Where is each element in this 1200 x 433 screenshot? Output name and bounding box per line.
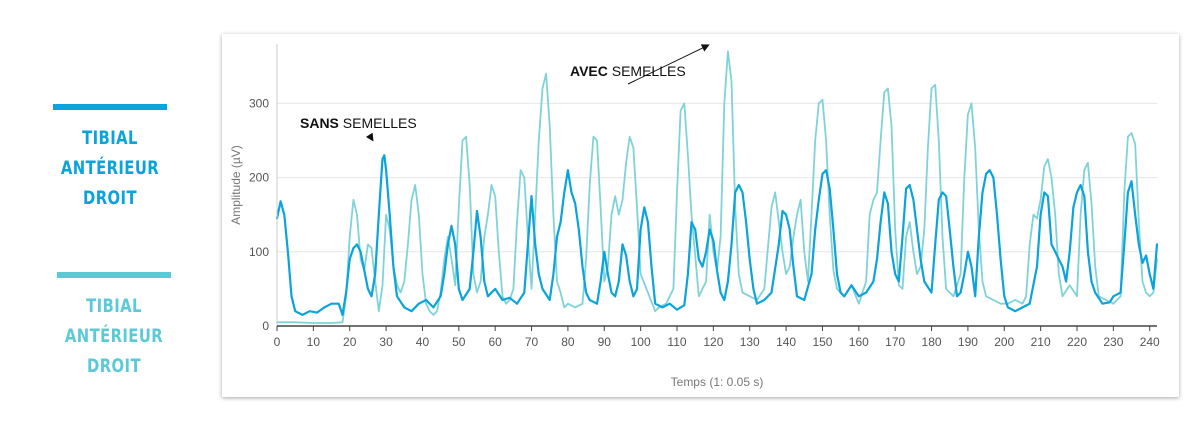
x-tick-label: 50 [452,335,466,349]
legend-swatch-series-2 [57,272,171,278]
x-tick-label: 70 [525,335,539,349]
x-tick-label: 80 [561,335,575,349]
x-tick-label: 240 [1140,335,1160,349]
x-tick-label: 30 [379,335,393,349]
x-axis-title: Temps (1: 0.05 s) [671,375,764,389]
x-tick-label: 120 [703,335,723,349]
annotation-label-2: AVEC SEMELLES [570,63,686,79]
x-tick-label: 20 [343,335,357,349]
series-layer [275,50,1159,324]
grid-layer [277,102,1157,253]
x-tick-label: 160 [849,335,869,349]
x-tick-label: 0 [274,335,281,349]
annotation-label-1: SANS SEMELLES [300,115,417,131]
x-tick-label: 230 [1103,335,1123,349]
x-tick-label: 130 [740,335,760,349]
x-tick-label: 210 [1031,335,1051,349]
y-tick-label: 100 [249,245,269,259]
y-tick-label: 300 [249,96,269,110]
legend-line-1: TIBIAL ANTÉRIEUR [64,295,164,347]
x-tick-label: 150 [812,335,832,349]
series-line-1 [275,154,1159,316]
annotation-arrow-2 [627,44,710,85]
legend-line-1: TIBIAL ANTÉRIEUR [60,127,160,179]
axis-layer: 0 100 200 300 0 10 20 30 40 50 60 70 80 90 100 110 120 13… [249,44,1160,349]
chart-panel: 0 100 200 300 0 10 20 30 40 50 60 70 80 90 100 110 120 13… [222,34,1179,397]
legend-label-series-2: TIBIAL ANTÉRIEUR DROIT [36,291,192,381]
x-tick-label: 190 [958,335,978,349]
legend-swatch-series-1 [53,104,167,110]
emg-line-chart: 0 100 200 300 0 10 20 30 40 50 60 70 80 90 100 110 120 13… [229,44,1160,389]
series-line-2 [276,50,1158,324]
annotation-bold: SANS [300,115,339,131]
legend-item-series-2: TIBIAL ANTÉRIEUR DROIT [14,272,214,381]
x-tick-label: 40 [416,335,430,349]
x-tick-label: 200 [994,335,1014,349]
legend-item-series-1: TIBIAL ANTÉRIEUR DROIT [10,104,210,213]
x-tick-label: 60 [489,335,503,349]
y-axis-title: Amplitude (µV) [229,145,243,225]
y-tick-label: 0 [262,319,269,333]
legend-line-2: DROIT [87,355,141,377]
x-tick-label: 100 [631,335,651,349]
legend-line-2: DROIT [83,187,137,209]
annotation-rest: SEMELLES [608,63,686,79]
annotation-rest: SEMELLES [339,115,417,131]
legend-label-series-1: TIBIAL ANTÉRIEUR DROIT [32,123,188,213]
annotation-bold: AVEC [570,63,608,79]
x-tick-label: 140 [776,335,796,349]
x-tick-label: 180 [922,335,942,349]
x-tick-label: 10 [307,335,321,349]
annotation-arrow-1 [365,132,374,142]
x-tick-label: 170 [885,335,905,349]
x-tick-label: 90 [598,335,612,349]
x-tick-label: 110 [667,335,686,349]
y-tick-label: 200 [249,171,269,185]
x-tick-label: 220 [1067,335,1087,349]
